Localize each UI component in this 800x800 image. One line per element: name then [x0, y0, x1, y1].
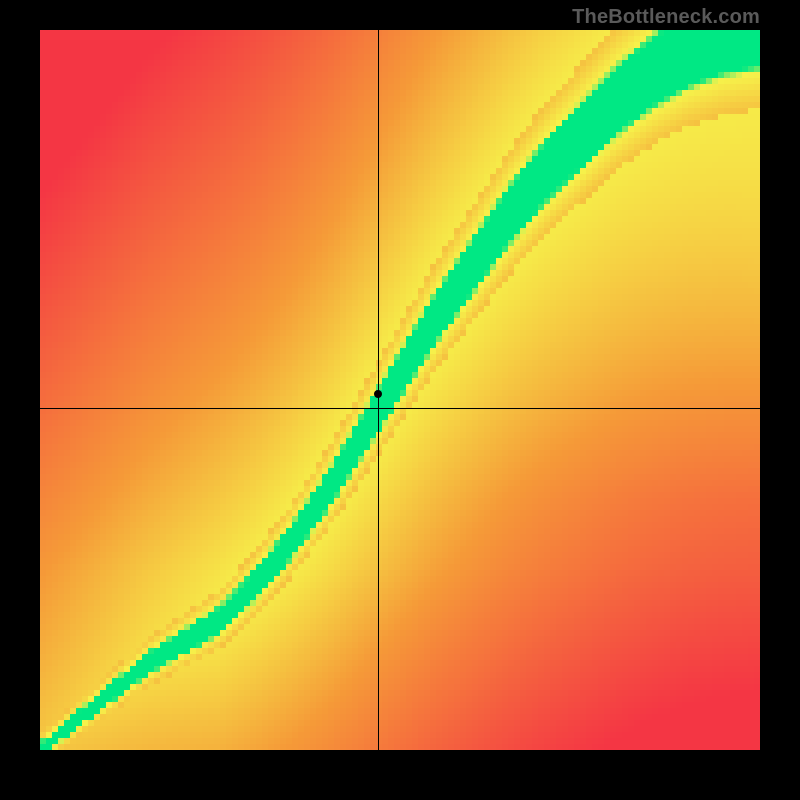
crosshair-horizontal — [40, 408, 760, 409]
chart-container: TheBottleneck.com — [0, 0, 800, 800]
watermark-text: TheBottleneck.com — [572, 6, 760, 29]
bottleneck-heatmap — [40, 30, 760, 750]
